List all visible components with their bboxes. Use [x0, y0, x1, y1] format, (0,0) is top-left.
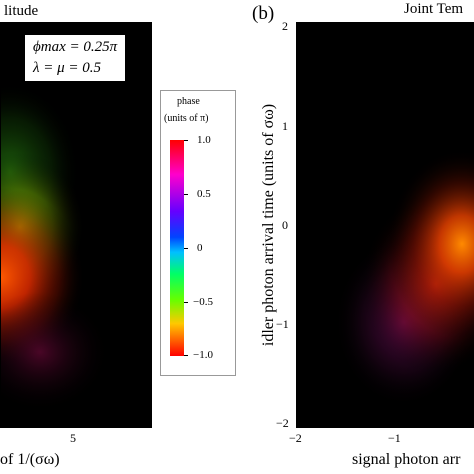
- panel-b-heatmap: [296, 22, 474, 428]
- parameter-annotation-box: ϕmax = 0.25π λ = μ = 0.5: [24, 34, 127, 82]
- colorbar-tick-neg-1: −1.0: [193, 349, 213, 361]
- panel-b-y-tick-2: 2: [282, 19, 288, 33]
- panel-b-y-axis-label: idler photon arrival time (units of σω): [260, 103, 277, 347]
- panel-b-label: (b): [252, 3, 275, 24]
- colorbar-tick-0: 0: [197, 242, 203, 254]
- panel-b-frame: [296, 22, 474, 428]
- panel-b-x-axis-label: signal photon arr: [352, 451, 461, 468]
- colorbar-tick-1: 1.0: [197, 134, 211, 146]
- panel-b-x-tick-neg1: −1: [388, 431, 401, 445]
- lambda-mu-annotation: λ = μ = 0.5: [33, 60, 102, 76]
- panel-a-title: litude: [4, 3, 39, 19]
- panel-a-frame: [0, 22, 152, 428]
- panel-b-blob-svg: [334, 149, 474, 407]
- colorbar-title-line1: phase: [177, 96, 200, 107]
- colorbar-tick-neg-0.5: −0.5: [193, 296, 213, 308]
- colorbar-tick-0.5: 0.5: [197, 188, 211, 200]
- panel-a-x-tick-label: 5: [70, 431, 76, 445]
- panel-a-x-axis-label: of 1/(σω): [0, 451, 60, 468]
- panel-b-y-tick-1: 1: [282, 119, 288, 133]
- panel-a-x-tick: [75, 420, 76, 428]
- panel-a-blob-svg: [0, 82, 110, 412]
- panel-b-x-tick-neg2: −2: [289, 431, 302, 445]
- panel-b-y-tick-neg1: −1: [276, 317, 289, 331]
- panel-b-title: Joint Tem: [404, 1, 464, 17]
- panel-b-y-tick-neg2: −2: [276, 416, 289, 430]
- panel-a-heatmap: ϕmax = 0.25π λ = μ = 0.5: [0, 22, 152, 428]
- panel-b-y-tick-0: 0: [282, 218, 288, 232]
- phi-max-annotation: ϕmax = 0.25π: [33, 39, 118, 55]
- colorbar-title-line2: (units of π): [164, 113, 209, 124]
- phase-colorbar: [170, 140, 184, 356]
